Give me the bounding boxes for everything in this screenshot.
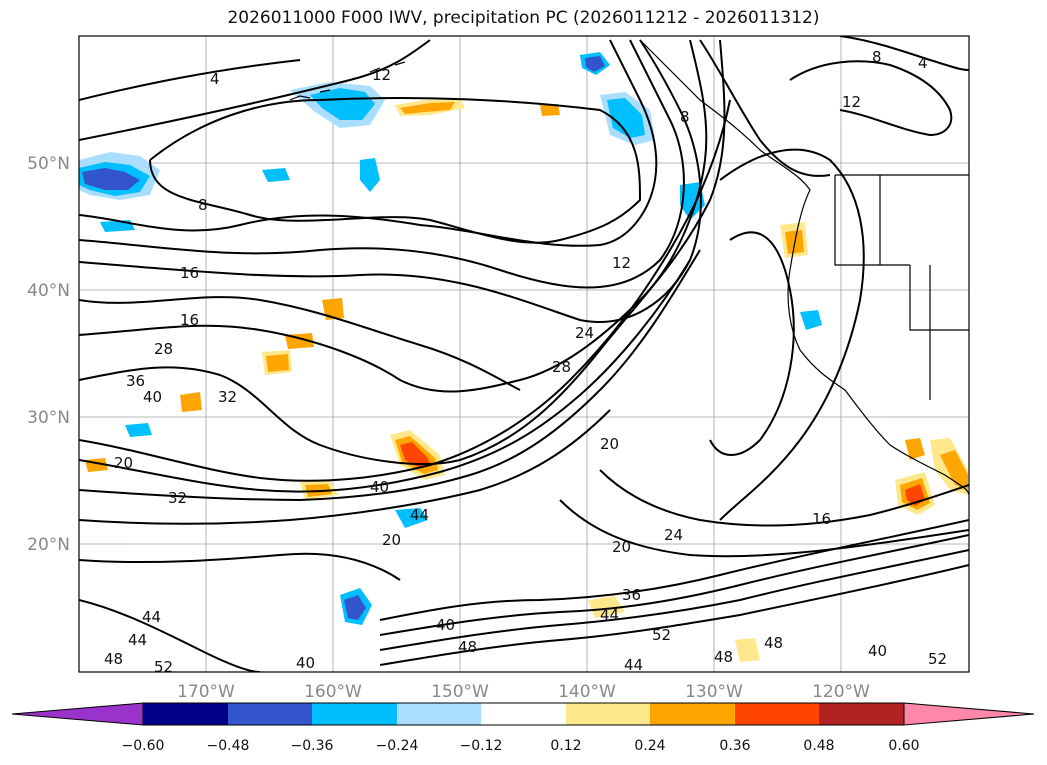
colorbar-bin — [228, 703, 312, 725]
contour-label: 4 — [210, 70, 220, 88]
lat-label-40n: 40°N — [27, 281, 70, 301]
colorbar-bin — [650, 703, 735, 725]
contour-label: 8 — [198, 196, 208, 214]
contour-label: 40 — [868, 642, 887, 660]
contour-label: 32 — [218, 388, 237, 406]
lon-label-120w: 120°W — [812, 682, 870, 702]
contour-label: 52 — [154, 658, 173, 676]
map-frame — [78, 35, 970, 673]
graticule — [79, 36, 969, 672]
colorbar-tick-label: 0.36 — [719, 738, 750, 754]
colorbar-extend-high — [903, 702, 1035, 726]
colorbar-tick-label: 0.24 — [634, 738, 665, 754]
colorbar-tick-label: 0.12 — [550, 738, 581, 754]
colorbar: −0.60 −0.48 −0.36 −0.24 −0.12 0.12 0.24 … — [11, 702, 1035, 754]
contour-label: 32 — [168, 489, 187, 507]
contour-label: 44 — [410, 506, 429, 524]
lon-label-130w: 130°W — [685, 682, 743, 702]
contour-label: 12 — [842, 93, 861, 111]
contour-label: 44 — [142, 608, 161, 626]
colorbar-tick-label: −0.36 — [291, 738, 334, 754]
contour-label: 4 — [918, 54, 928, 72]
contour-label: 20 — [600, 435, 619, 453]
contour-label: 40 — [370, 478, 389, 496]
contour-label: 12 — [612, 254, 631, 272]
contour-label: 40 — [143, 388, 162, 406]
precip-shading — [79, 52, 968, 662]
colorbar-bin — [481, 703, 566, 725]
contour-label: 20 — [612, 538, 631, 556]
contour-label: 20 — [382, 531, 401, 549]
colorbar-bin — [312, 703, 397, 725]
contour-label: 24 — [664, 526, 683, 544]
contour-label: 28 — [552, 358, 571, 376]
longitude-labels: 170°W 160°W 150°W 140°W 130°W 120°W — [177, 682, 870, 702]
contour-label: 48 — [764, 634, 783, 652]
iwv-contours — [79, 36, 969, 672]
lat-label-30n: 30°N — [27, 408, 70, 428]
contour-label: 44 — [600, 606, 619, 624]
colorbar-bin — [397, 703, 481, 725]
contour-label: 16 — [812, 510, 831, 528]
contour-label: 28 — [154, 340, 173, 358]
contour-label: 24 — [575, 324, 594, 342]
lon-label-160w: 160°W — [304, 682, 362, 702]
contour-label: 36 — [622, 586, 641, 604]
colorbar-bin — [143, 703, 228, 725]
contour-label: 12 — [372, 66, 391, 84]
map-plot-area — [79, 36, 969, 672]
coastlines — [289, 39, 969, 496]
contour-label: 8 — [680, 108, 690, 126]
colorbar-tick-label: −0.60 — [122, 738, 165, 754]
contour-label: 16 — [180, 311, 199, 329]
contour-label: 48 — [714, 648, 733, 666]
contour-label: 48 — [104, 650, 123, 668]
contour-label: 40 — [436, 616, 455, 634]
lat-label-50n: 50°N — [27, 154, 70, 174]
contour-label: 8 — [872, 48, 882, 66]
colorbar-tick-label: −0.48 — [207, 738, 250, 754]
lat-label-20n: 20°N — [27, 535, 70, 555]
colorbar-tick-label: −0.24 — [376, 738, 419, 754]
colorbar-bin — [735, 703, 819, 725]
contour-label: 16 — [180, 264, 199, 282]
colorbar-tick-label: 0.48 — [803, 738, 834, 754]
latitude-labels: 50°N 40°N 30°N 20°N — [27, 154, 70, 555]
contour-label: 44 — [128, 631, 147, 649]
contour-label: 20 — [114, 454, 133, 472]
lon-label-170w: 170°W — [177, 682, 235, 702]
colorbar-bin — [819, 703, 904, 725]
contour-label: 44 — [624, 656, 643, 674]
colorbar-extend-low — [11, 702, 144, 726]
colorbar-tick-label: −0.12 — [460, 738, 503, 754]
colorbar-bin — [566, 703, 650, 725]
colorbar-outline — [142, 702, 905, 726]
lon-label-140w: 140°W — [558, 682, 616, 702]
contour-label: 36 — [126, 372, 145, 390]
map-title: 2026011000 F000 IWV, precipitation PC (2… — [227, 8, 820, 28]
contour-label-group: 4 8 12 8 4 12 8 16 16 28 36 40 32 12 24 … — [104, 48, 947, 676]
contour-label: 40 — [296, 654, 315, 672]
contour-label: 52 — [928, 650, 947, 668]
contour-label: 52 — [652, 626, 671, 644]
lon-label-150w: 150°W — [431, 682, 489, 702]
colorbar-tick-label: 0.60 — [888, 738, 919, 754]
contour-label: 48 — [458, 638, 477, 656]
